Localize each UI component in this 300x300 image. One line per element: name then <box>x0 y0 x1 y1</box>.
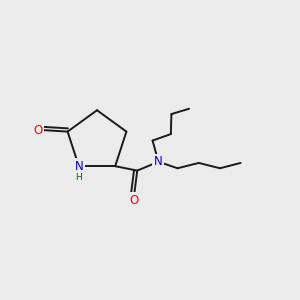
Text: O: O <box>130 194 139 206</box>
Text: N: N <box>74 160 83 173</box>
Text: N: N <box>154 155 163 168</box>
Text: H: H <box>76 173 82 182</box>
Text: O: O <box>33 124 42 136</box>
